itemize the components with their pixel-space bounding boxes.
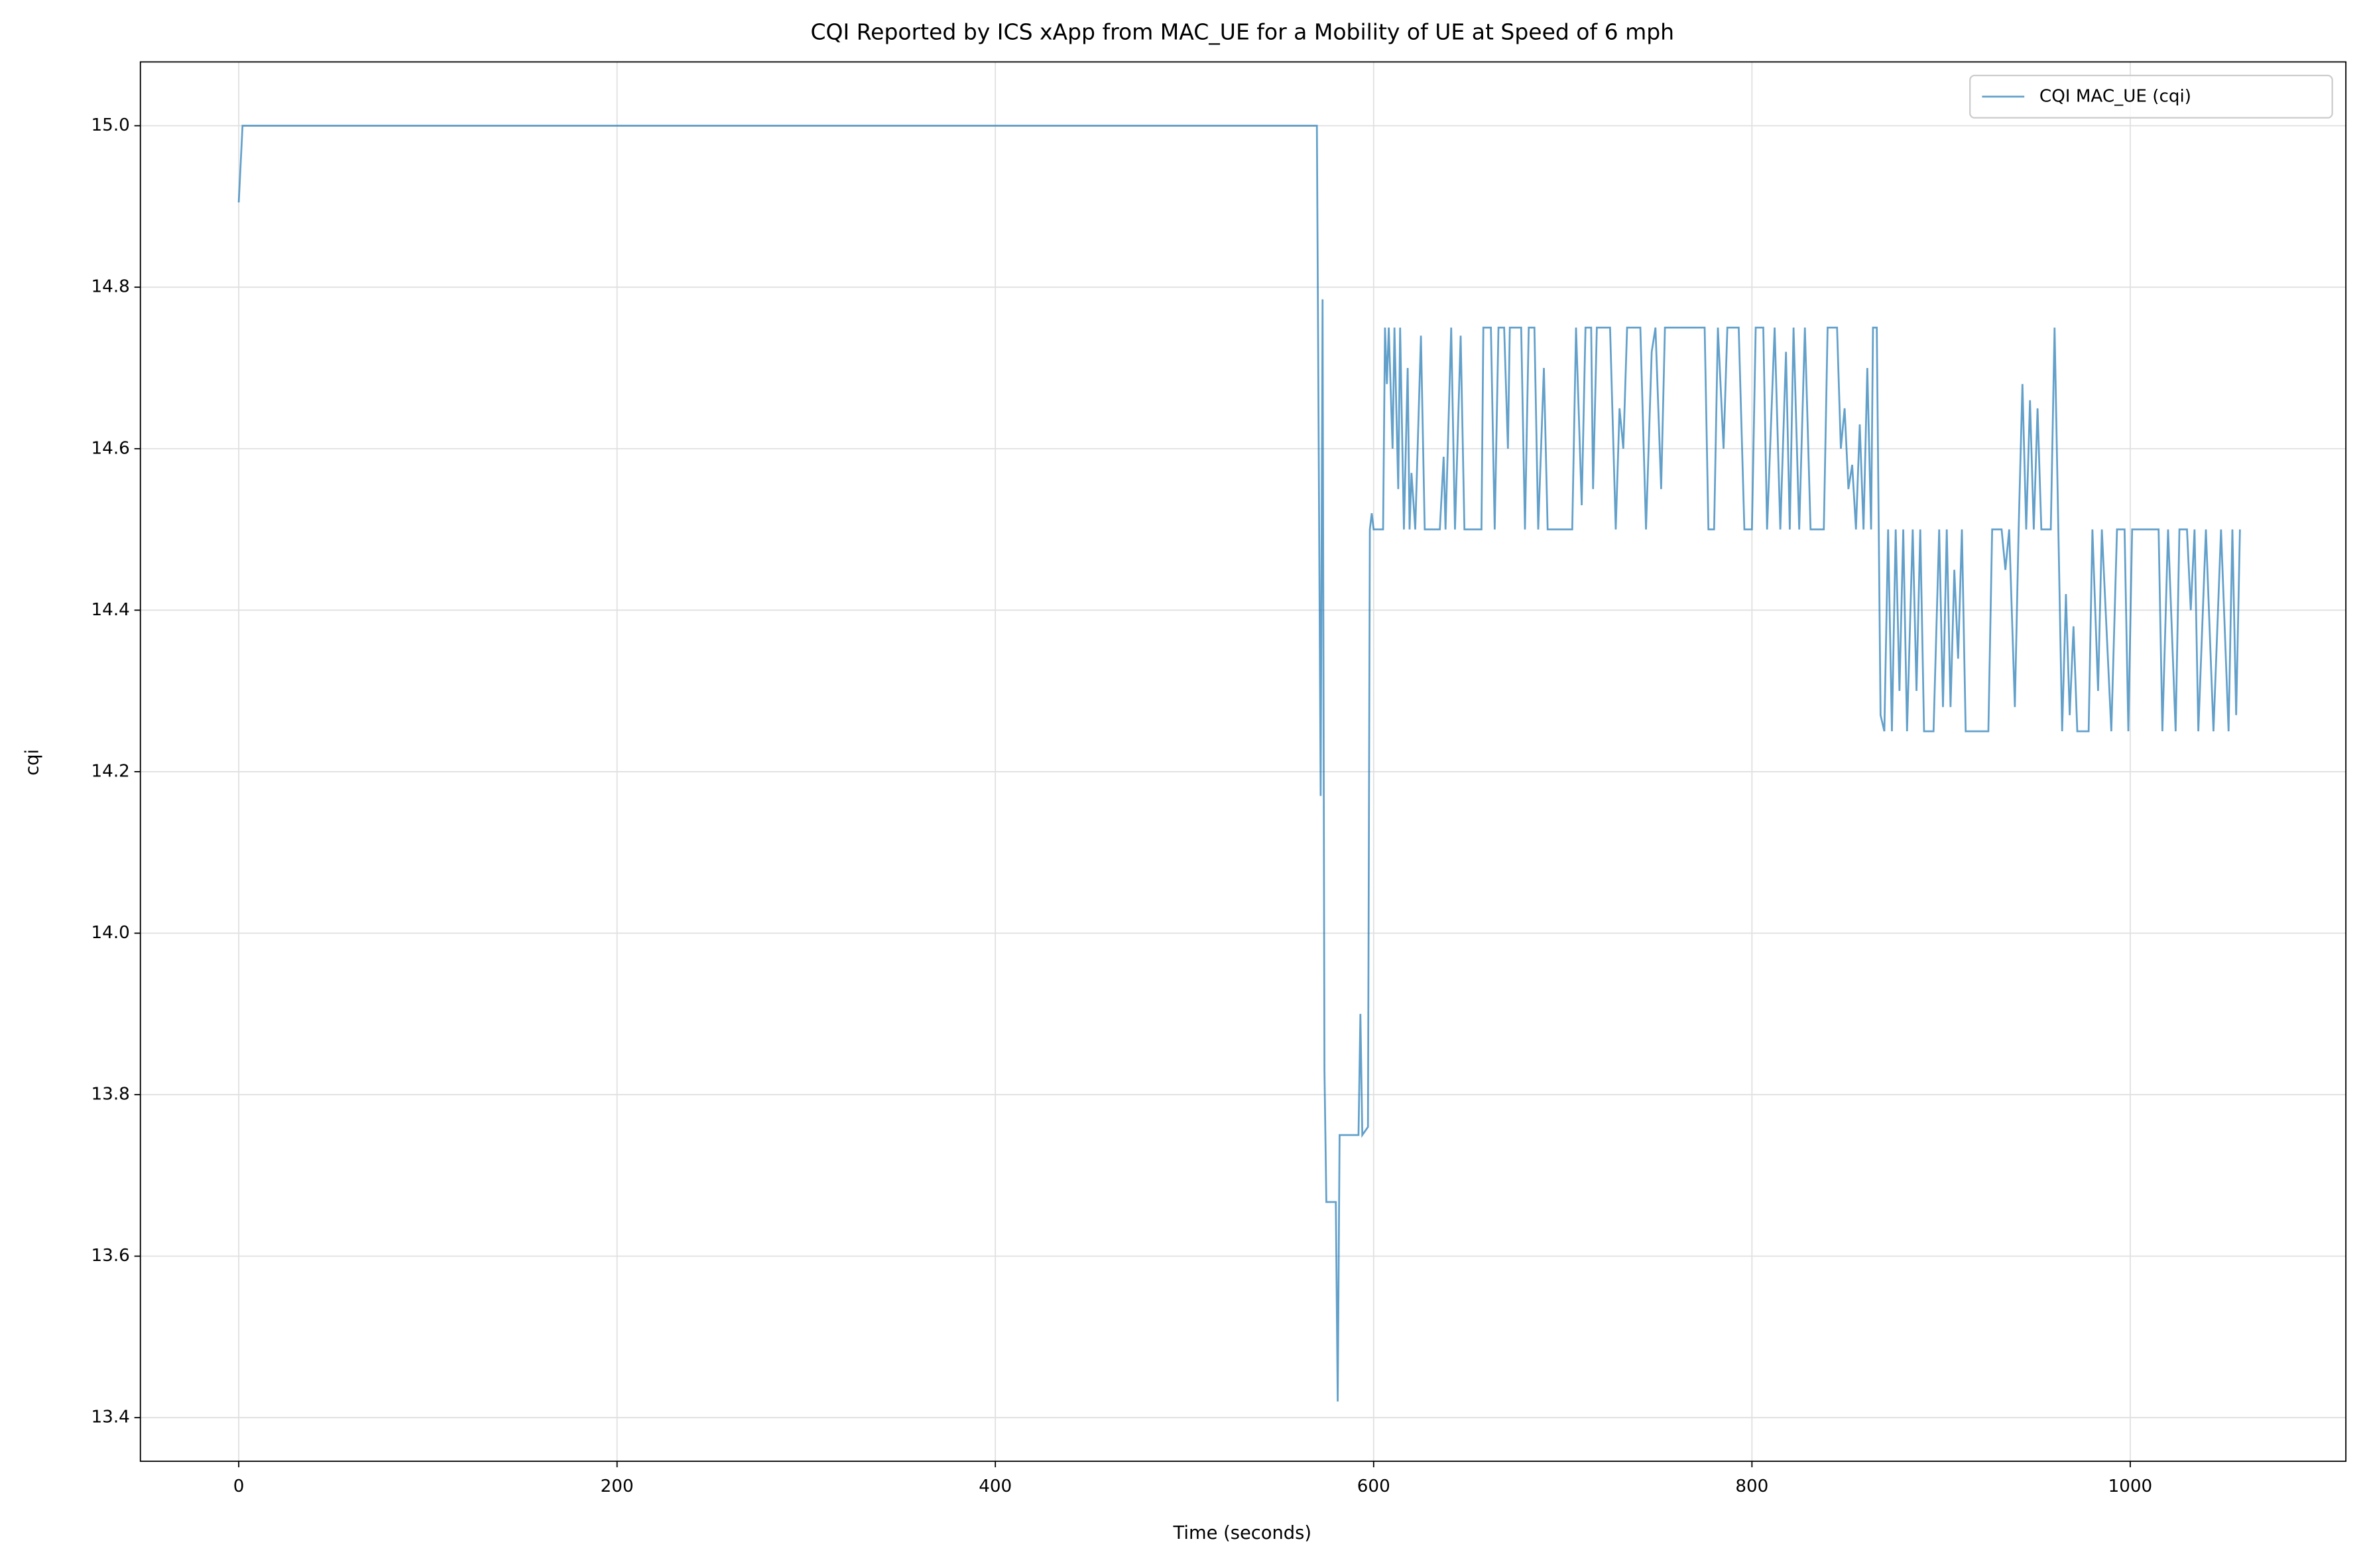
legend: CQI MAC_UE (cqi) bbox=[1969, 74, 2333, 119]
x-tick-label: 200 bbox=[601, 1477, 634, 1496]
x-tick-label: 800 bbox=[1735, 1477, 1768, 1496]
y-tick-label: 14.4 bbox=[91, 600, 130, 620]
x-tick-label: 0 bbox=[233, 1477, 245, 1496]
y-tick-label: 13.8 bbox=[91, 1085, 130, 1105]
legend-label: CQI MAC_UE (cqi) bbox=[2039, 86, 2191, 106]
legend-box bbox=[1969, 74, 2333, 119]
x-tick-label: 1000 bbox=[2108, 1477, 2153, 1496]
y-tick-label: 13.6 bbox=[91, 1246, 130, 1266]
y-axis-label: cqi bbox=[23, 749, 43, 776]
x-tick-label: 600 bbox=[1357, 1477, 1390, 1496]
y-tick-label: 14.2 bbox=[91, 761, 130, 781]
y-tick-label: 14.0 bbox=[91, 923, 130, 943]
y-tick-label: 13.4 bbox=[91, 1408, 130, 1427]
series-line bbox=[237, 125, 2241, 1402]
x-axis-label: Time (seconds) bbox=[1173, 1523, 1311, 1543]
x-tick-label: 400 bbox=[979, 1477, 1012, 1496]
y-tick-label: 14.8 bbox=[91, 277, 130, 297]
y-tick-label: 14.6 bbox=[91, 438, 130, 458]
chart-title: CQI Reported by ICS xApp from MAC_UE for… bbox=[810, 19, 1674, 45]
plot-frame bbox=[139, 61, 2347, 1462]
y-tick-label: 15.0 bbox=[91, 115, 130, 135]
